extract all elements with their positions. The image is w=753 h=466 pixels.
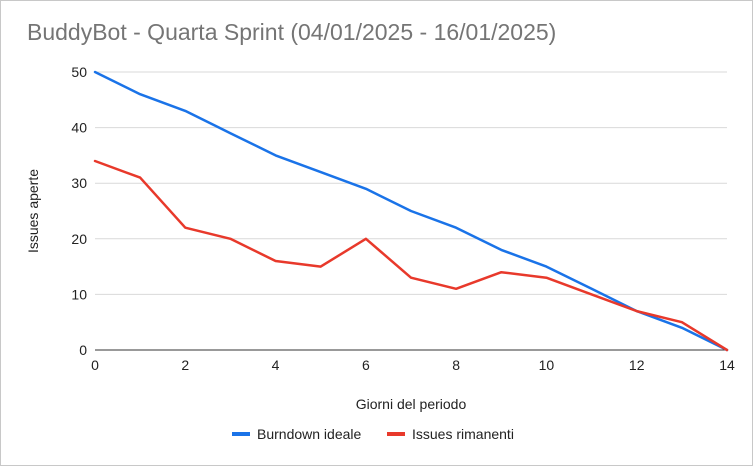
legend-label: Burndown ideale — [257, 426, 362, 442]
series-lines — [93, 70, 729, 352]
y-axis-label: Issues aperte — [25, 169, 41, 253]
y-tick-label: 40 — [71, 120, 87, 136]
x-tick-label: 2 — [181, 357, 189, 373]
series-line — [93, 70, 729, 352]
x-tick-labels: 0 2 4 6 8 10 12 14 — [91, 357, 735, 373]
y-tick-label: 0 — [79, 342, 87, 358]
series-line — [93, 159, 729, 352]
x-tick-label: 4 — [272, 357, 280, 373]
legend: Burndown ideale Issues rimanenti — [232, 426, 514, 442]
legend-label: Issues rimanenti — [412, 426, 514, 442]
y-tick-label: 20 — [71, 231, 87, 247]
y-tick-label: 50 — [71, 64, 87, 80]
grid-lines — [95, 71, 727, 295]
y-tick-label: 10 — [71, 286, 87, 302]
y-tick-labels: 0 10 20 30 40 50 — [71, 64, 87, 358]
chart-title: BuddyBot - Quarta Sprint (04/01/2025 - 1… — [27, 19, 557, 45]
x-tick-label: 8 — [452, 357, 460, 373]
x-tick-label: 14 — [719, 357, 735, 373]
x-tick-label: 0 — [91, 357, 99, 373]
x-axis-label: Giorni del periodo — [356, 396, 467, 412]
x-tick-label: 12 — [629, 357, 645, 373]
y-tick-label: 30 — [71, 175, 87, 191]
x-tick-label: 10 — [539, 357, 555, 373]
x-tick-label: 6 — [362, 357, 370, 373]
